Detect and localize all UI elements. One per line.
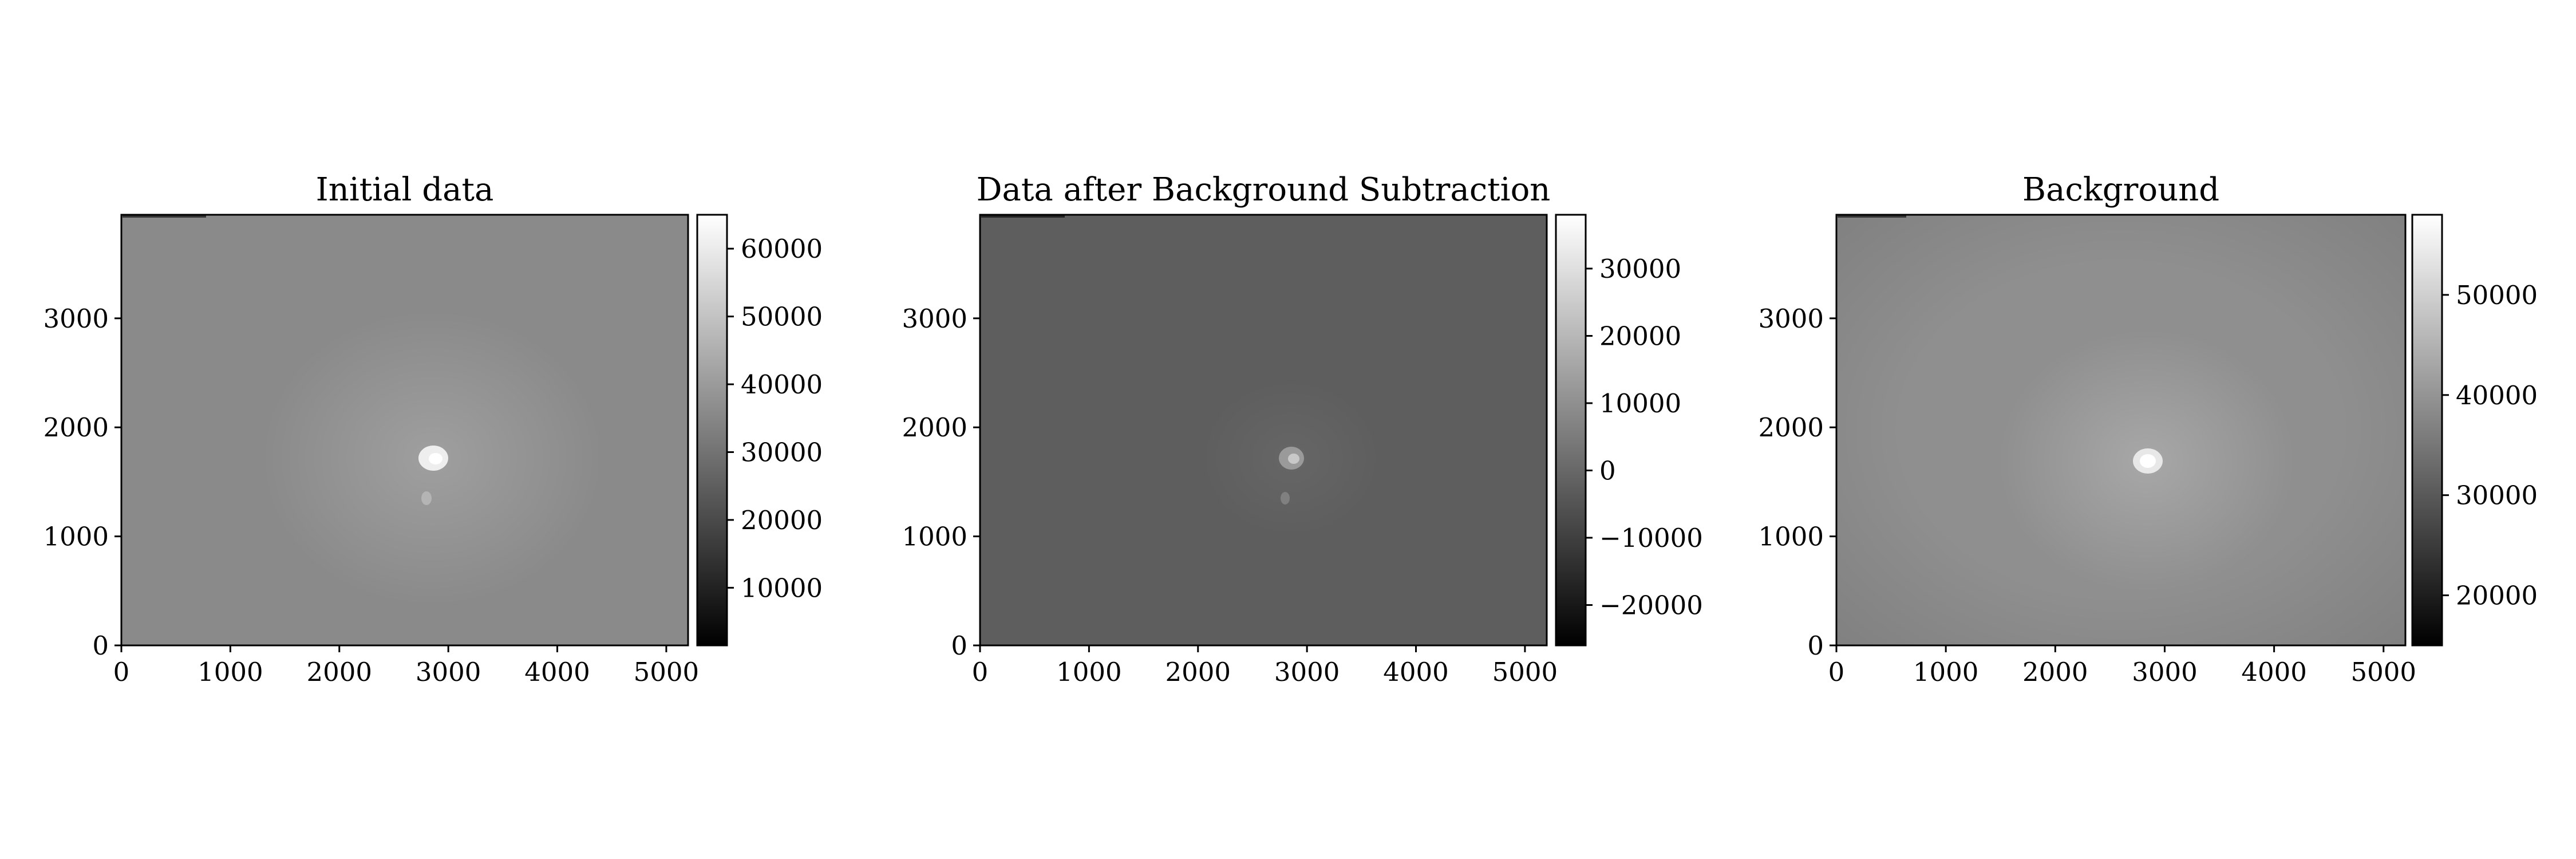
y-axis-ticks: 0 1000 2000 3000	[902, 304, 980, 661]
colorbar-tick-label: −20000	[1599, 590, 1703, 621]
panel-background-subtracted: Data after Background Subtraction 0 1000 2…	[902, 171, 1702, 687]
panel-initial-data: Initial data 0 1000 2000 3000 4000 5000 0 1000…	[43, 171, 823, 687]
x-tick-label: 5000	[634, 657, 700, 687]
colorbar-tick-label: 0	[1599, 456, 1616, 486]
colorbar-tick-label: 20000	[741, 505, 823, 535]
x-tick-label: 1000	[1913, 657, 1979, 687]
y-tick-label: 0	[951, 631, 967, 661]
x-tick-label: 3000	[416, 657, 481, 687]
x-tick-label: 4000	[2241, 657, 2307, 687]
y-tick-label: 1000	[902, 522, 967, 552]
x-axis-ticks: 0 1000 2000 3000 4000 5000	[113, 645, 700, 687]
colorbar-ticks: 10000 20000 30000 40000 50000 60000	[727, 234, 823, 603]
colorbar: 20000 30000 40000 50000	[2411, 214, 2538, 647]
y-tick-label: 2000	[43, 412, 109, 443]
colorbar-tick-label: 30000	[1599, 254, 1681, 284]
image-frame	[120, 214, 689, 647]
y-tick-label: 1000	[43, 522, 109, 552]
bright-source-core	[2140, 454, 2156, 468]
x-tick-label: 2000	[307, 657, 373, 687]
colorbar-gradient	[2411, 214, 2443, 647]
y-tick-label: 3000	[1758, 304, 1824, 334]
colorbar-tick-label: −10000	[1599, 523, 1703, 553]
y-tick-label: 3000	[902, 304, 967, 334]
panel-title: Background	[2022, 171, 2219, 208]
colorbar-gradient	[696, 214, 728, 647]
y-tick-label: 3000	[43, 304, 109, 334]
y-tick-label: 1000	[1758, 522, 1824, 552]
x-tick-label: 3000	[2132, 657, 2198, 687]
y-tick-label: 0	[1807, 631, 1824, 661]
x-tick-label: 5000	[2351, 657, 2417, 687]
y-tick-label: 2000	[1758, 412, 1824, 443]
colorbar-tick-label: 50000	[741, 302, 823, 332]
x-axis-ticks: 0 1000 2000 3000 4000 5000	[1828, 645, 2416, 687]
colorbar-tick-label: 10000	[1599, 388, 1681, 419]
colorbar-gradient	[1555, 214, 1587, 647]
bright-source-core	[429, 453, 442, 464]
image-plot	[120, 214, 689, 647]
x-tick-label: 5000	[1492, 657, 1558, 687]
bright-source-core	[1288, 454, 1299, 464]
x-tick-label: 1000	[197, 657, 263, 687]
x-tick-label: 4000	[524, 657, 590, 687]
colorbar-tick-label: 60000	[741, 234, 823, 264]
x-tick-label: 3000	[1274, 657, 1340, 687]
colorbar-tick-label: 20000	[1599, 321, 1681, 352]
colorbar-tick-label: 30000	[2456, 480, 2538, 511]
colorbar: 10000 20000 30000 40000 50000 60000	[696, 214, 823, 647]
colorbar: −20000 −10000 0 10000 20000 30000	[1555, 214, 1703, 647]
source-knot	[421, 491, 432, 505]
panel-title: Initial data	[316, 171, 494, 208]
colorbar-ticks: −20000 −10000 0 10000 20000 30000	[1586, 254, 1703, 621]
x-tick-label: 0	[113, 657, 130, 687]
x-tick-label: 1000	[1056, 657, 1122, 687]
colorbar-tick-label: 50000	[2456, 280, 2538, 310]
panel-title: Data after Background Subtraction	[977, 171, 1551, 208]
x-tick-label: 2000	[1165, 657, 1231, 687]
y-tick-label: 0	[92, 631, 109, 661]
colorbar-ticks: 20000 30000 40000 50000	[2442, 280, 2538, 611]
image-frame	[979, 214, 1548, 647]
y-tick-label: 2000	[902, 412, 967, 443]
x-tick-label: 0	[972, 657, 989, 687]
x-axis-ticks: 0 1000 2000 3000 4000 5000	[972, 645, 1558, 687]
colorbar-tick-label: 10000	[741, 573, 823, 603]
colorbar-tick-label: 20000	[2456, 581, 2538, 611]
image-plot	[1835, 214, 2407, 647]
colorbar-tick-label: 40000	[2456, 380, 2538, 411]
x-tick-label: 2000	[2022, 657, 2088, 687]
x-tick-label: 4000	[1383, 657, 1449, 687]
source-knot	[1281, 492, 1290, 505]
colorbar-tick-label: 30000	[741, 437, 823, 467]
panel-background: Background 0 1000 2000 3000 4000 5000 0 1000 20…	[1758, 171, 2538, 687]
image-frame	[1835, 214, 2407, 647]
image-plot	[979, 214, 1548, 647]
y-axis-ticks: 0 1000 2000 3000	[1758, 304, 1836, 661]
y-axis-ticks: 0 1000 2000 3000	[43, 304, 121, 661]
x-tick-label: 0	[1828, 657, 1845, 687]
colorbar-tick-label: 40000	[741, 369, 823, 400]
